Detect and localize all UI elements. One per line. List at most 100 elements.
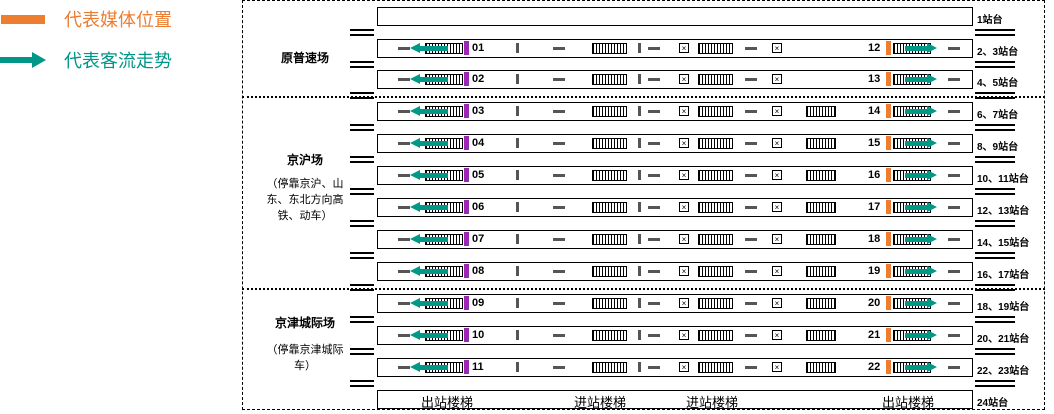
track-mark xyxy=(948,110,960,113)
track-mark xyxy=(398,270,410,273)
track-mark xyxy=(638,106,641,116)
stairs-entry-1 xyxy=(592,202,627,213)
track-mark xyxy=(648,302,660,305)
rail-segment xyxy=(350,380,374,382)
track-mark xyxy=(648,238,660,241)
media-number-left: 04 xyxy=(472,137,485,149)
rail-segment xyxy=(975,129,1015,131)
rail-segment xyxy=(350,289,374,291)
media-marker-left xyxy=(464,72,469,86)
track-mark xyxy=(553,142,565,145)
stairs-entry-2 xyxy=(698,74,733,85)
flow-arrow xyxy=(420,269,448,274)
flow-arrow-icon xyxy=(0,52,46,68)
track-mark xyxy=(948,238,960,241)
stairs-entry-2 xyxy=(698,43,733,54)
rail-segment xyxy=(350,220,374,222)
media-number-left: 10 xyxy=(472,329,485,341)
rail-segment xyxy=(350,124,374,126)
track-mark xyxy=(745,78,757,81)
track-mark xyxy=(745,47,757,50)
stairs-entry-2 xyxy=(698,266,733,277)
platform-label: 6、7站台 xyxy=(977,110,1019,121)
platform-label: 14、15站台 xyxy=(977,238,1030,249)
rail-segment xyxy=(350,97,374,99)
stairs-entry-1 xyxy=(592,330,627,341)
media-marker-right xyxy=(886,168,891,182)
track-mark xyxy=(648,206,660,209)
gate-icon: × xyxy=(772,330,782,340)
track-mark xyxy=(516,74,519,84)
stairs-mid xyxy=(806,362,836,373)
stairs-entry-2 xyxy=(698,202,733,213)
track-mark xyxy=(398,238,410,241)
track-mark xyxy=(745,206,757,209)
track-mark xyxy=(648,334,660,337)
track-mark xyxy=(948,78,960,81)
flow-arrow xyxy=(420,333,448,338)
rail-segment xyxy=(350,66,374,68)
flow-arrow-head xyxy=(927,170,937,180)
stairs-entry-1 xyxy=(592,138,627,149)
gate-icon: × xyxy=(679,330,689,340)
platform-label: 1站台 xyxy=(977,15,1003,26)
media-marker-right xyxy=(886,136,891,150)
rail-segment xyxy=(350,92,374,94)
platform xyxy=(377,70,973,89)
media-marker-right xyxy=(886,328,891,342)
rail-segment xyxy=(975,161,1015,163)
track-mark xyxy=(516,330,519,340)
gate-icon: × xyxy=(772,202,782,212)
media-marker-left xyxy=(464,360,469,374)
flow-arrow-head xyxy=(410,234,420,244)
flow-arrow xyxy=(420,173,448,178)
media-number-left: 11 xyxy=(472,361,484,373)
platform-label: 8、9站台 xyxy=(977,142,1019,153)
gate-icon: × xyxy=(772,170,782,180)
flow-arrow xyxy=(420,237,448,242)
track-mark xyxy=(948,270,960,273)
track-mark xyxy=(638,298,641,308)
flow-arrow xyxy=(905,46,927,51)
stairs-mid xyxy=(806,138,836,149)
track-mark xyxy=(648,78,660,81)
track-mark xyxy=(398,47,410,50)
stairs-mid xyxy=(806,234,836,245)
flow-arrow xyxy=(420,46,448,51)
platform-label: 2、3站台 xyxy=(977,47,1019,58)
stairs-mid xyxy=(806,202,836,213)
rail-segment xyxy=(975,385,1015,387)
track-mark xyxy=(948,47,960,50)
flow-arrow-head xyxy=(410,202,420,212)
platform-label: 10、11站台 xyxy=(977,174,1029,185)
gate-icon: × xyxy=(679,138,689,148)
stairs-entry-1 xyxy=(592,74,627,85)
rail-segment xyxy=(975,97,1015,99)
track-mark xyxy=(745,366,757,369)
rail-segment xyxy=(975,34,1015,36)
legend-media: 代表媒体位置 xyxy=(0,6,172,32)
stairs-entry-2 xyxy=(698,234,733,245)
rail-segment xyxy=(350,257,374,259)
media-number-right: 18 xyxy=(868,233,881,245)
media-marker-left xyxy=(464,41,469,55)
media-number-right: 15 xyxy=(868,137,881,149)
flow-arrow-head xyxy=(927,266,937,276)
stair-label-entry-2: 进站楼梯 xyxy=(686,395,739,410)
track-mark xyxy=(638,74,641,84)
track-mark xyxy=(745,110,757,113)
flow-arrow xyxy=(420,301,448,306)
track-mark xyxy=(553,238,565,241)
rail-segment xyxy=(975,380,1015,382)
track-mark xyxy=(745,334,757,337)
gate-icon: × xyxy=(772,298,782,308)
gate-icon: × xyxy=(679,74,689,84)
track-mark xyxy=(398,206,410,209)
platform-label: 20、21站台 xyxy=(977,334,1030,345)
gate-icon: × xyxy=(772,74,782,84)
media-marker-left xyxy=(464,232,469,246)
stairs-entry-2 xyxy=(698,106,733,117)
media-marker-right xyxy=(886,41,891,55)
flow-arrow-head xyxy=(410,266,420,276)
rail-segment xyxy=(350,225,374,227)
